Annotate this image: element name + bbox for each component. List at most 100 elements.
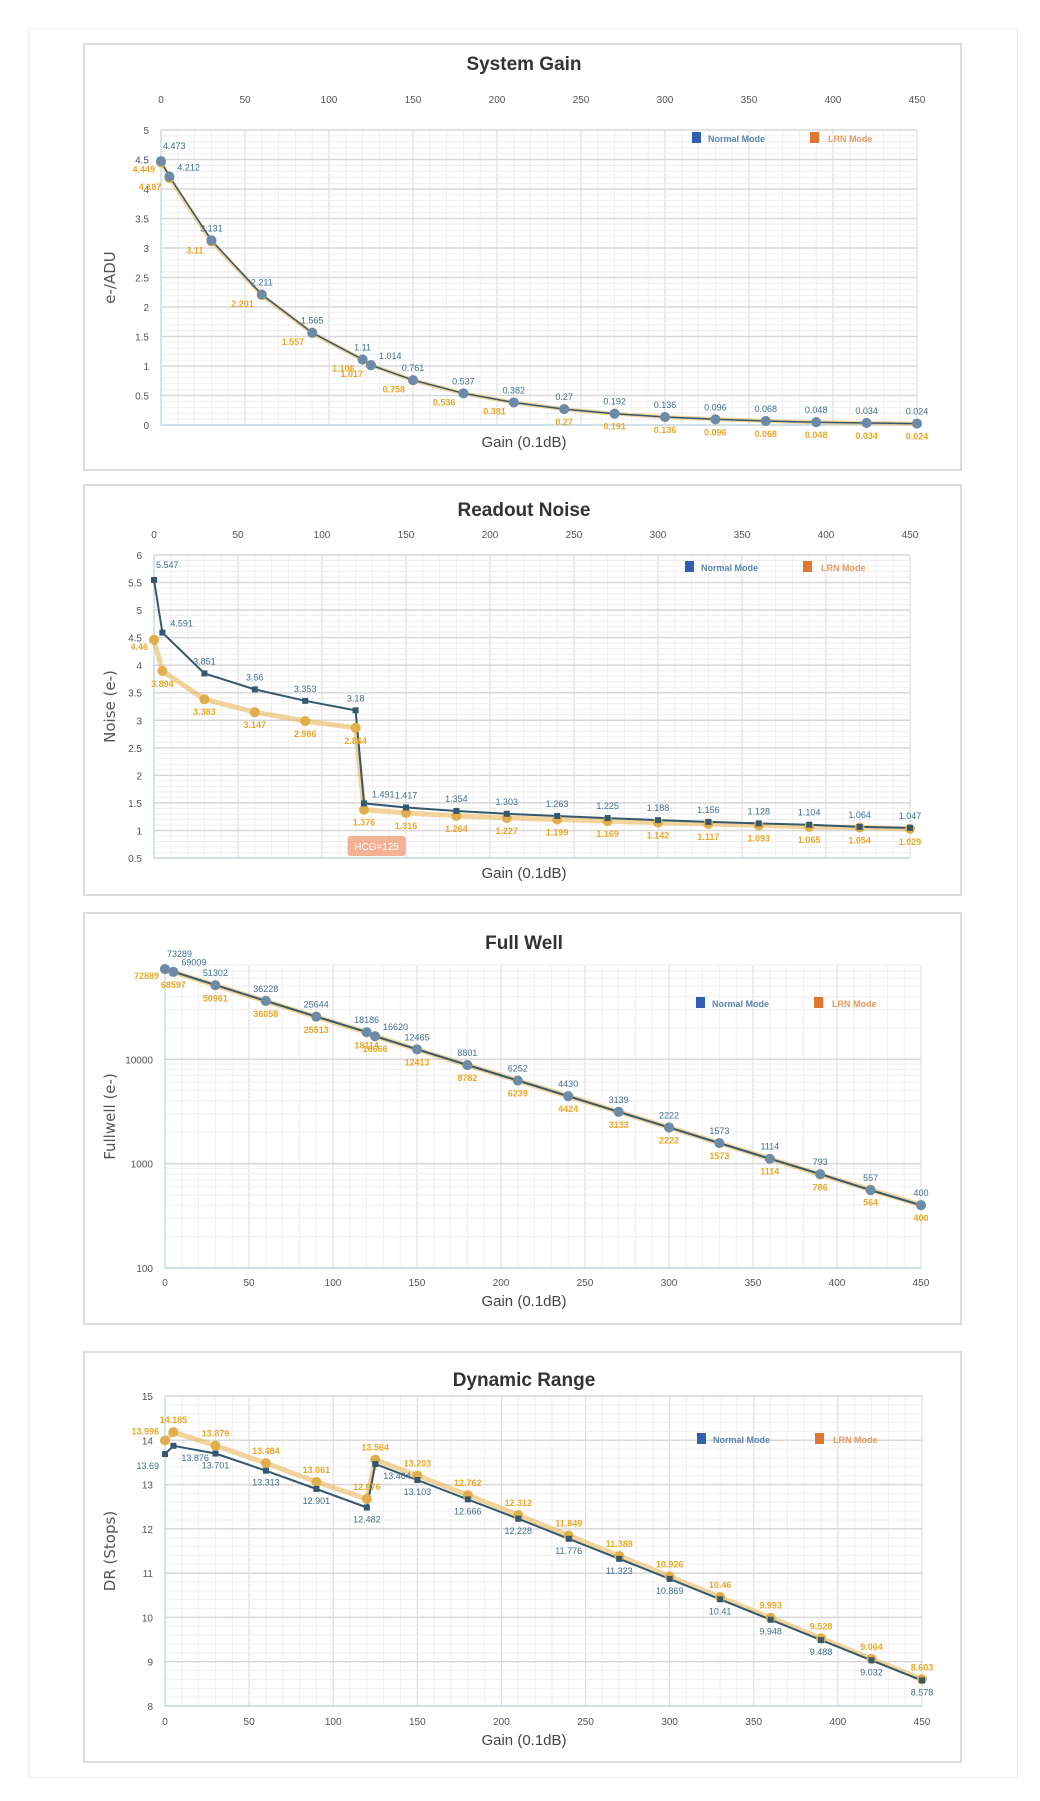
chart-full-well: Full Well 0 50 100 150 200 250 300 350 400 450 100 1… (83, 912, 962, 1325)
chart-title: Full Well (485, 933, 563, 954)
data-label-lrn: 50961 (203, 993, 228, 1003)
data-label-normal: 3.131 (200, 223, 223, 233)
point-normal (201, 670, 208, 677)
y-tick-label: 100 (136, 1264, 153, 1275)
data-label-lrn: 0.024 (906, 432, 929, 442)
data-label-lrn: 3133 (609, 1120, 629, 1130)
point-lrn (401, 808, 411, 819)
chart-system-gain: System Gain 0 50 100 150 200 250 300 350 400 450 0 0… (83, 43, 962, 471)
point-normal (705, 818, 712, 825)
y-tick-label: 4 (136, 661, 142, 672)
data-label-normal: 11.323 (606, 1566, 633, 1576)
data-label-normal: 0.048 (805, 405, 828, 415)
legend-label-lrn: LRN Mode (828, 134, 873, 144)
point-normal (262, 1467, 269, 1474)
y-tick-label: 13 (142, 1481, 154, 1492)
y-tick-label: 0.5 (128, 854, 142, 865)
y-axis-title: e-/ADU (101, 251, 119, 304)
data-label-lrn: 400 (913, 1213, 928, 1223)
point-normal (168, 966, 179, 977)
data-label-normal: 2.211 (251, 278, 273, 288)
x-tick-label: 250 (577, 1717, 594, 1728)
data-label-lrn: 3.383 (193, 707, 216, 717)
point-normal (311, 1011, 322, 1022)
data-label-normal: 5.547 (156, 560, 179, 570)
data-label-lrn: 8782 (457, 1073, 477, 1083)
legend-label-normal: Normal Mode (712, 999, 769, 1009)
point-normal (357, 354, 368, 365)
data-label-lrn: 1.199 (546, 827, 569, 837)
y-tick-label: 9 (147, 1658, 153, 1669)
x-tick-label: 150 (409, 1278, 426, 1289)
data-label-normal: 4.591 (170, 619, 193, 629)
x-tick-label: 200 (493, 1278, 510, 1289)
point-lrn (300, 716, 311, 727)
data-label-normal: 10.869 (656, 1586, 684, 1596)
data-label-lrn: 1.093 (748, 833, 771, 843)
data-label-lrn: 13.061 (303, 1465, 331, 1475)
data-label-lrn: 3.894 (151, 679, 174, 689)
data-label-lrn: 1.117 (697, 832, 719, 842)
data-label-normal: 36228 (253, 984, 278, 994)
grid (164, 1395, 923, 1707)
y-tick-label: 0.5 (135, 392, 149, 403)
point-normal (414, 1477, 421, 1484)
legend-swatch-lrn (810, 132, 819, 143)
series-line-lrn (163, 1429, 923, 1682)
data-label-lrn: 1.054 (848, 835, 871, 845)
y-tick-label: 3.5 (128, 689, 142, 700)
x-tick-label: 350 (745, 1278, 762, 1289)
data-label-lrn: 1.557 (282, 337, 305, 347)
point-normal (767, 1616, 774, 1623)
chart-title: Readout Noise (457, 500, 590, 521)
x-tick-label: 150 (409, 1717, 426, 1728)
data-label-normal: 1114 (760, 1142, 779, 1152)
data-label-lrn: 1.264 (445, 824, 468, 834)
data-label-lrn: 4.187 (139, 182, 162, 192)
data-label-normal: 73289 (167, 949, 192, 959)
data-label-normal: 9.032 (860, 1667, 883, 1677)
y-tick-label: 2 (143, 303, 149, 314)
point-normal (307, 327, 318, 338)
point-normal (655, 817, 661, 824)
data-label-lrn: 2.986 (294, 729, 317, 739)
point-normal (370, 1031, 380, 1042)
data-label-normal: 0.382 (503, 385, 526, 395)
x-tick-label: 100 (321, 95, 338, 106)
data-label-lrn: 1.169 (596, 829, 619, 839)
data-label-normal: 0.068 (755, 404, 778, 414)
data-label-lrn: 1.227 (496, 826, 519, 836)
x-tick-label: 50 (239, 95, 251, 106)
y-tick-label: 8 (147, 1702, 153, 1713)
x-tick-label: 100 (314, 530, 331, 541)
data-label-normal: 4.212 (177, 162, 200, 172)
point-normal (458, 388, 469, 399)
point-normal (717, 1596, 724, 1603)
point-normal (156, 156, 166, 167)
point-normal (666, 1575, 673, 1582)
data-label-lrn: 9.528 (810, 1621, 833, 1631)
legend-label-normal: Normal Mode (701, 563, 758, 573)
x-tick-label: 100 (325, 1278, 342, 1289)
data-label-lrn: 10.926 (656, 1559, 684, 1569)
data-label-normal: 0.537 (452, 376, 475, 386)
grid (164, 964, 922, 1269)
point-normal (464, 1496, 471, 1503)
x-tick-label: 350 (745, 1717, 762, 1728)
data-label-lrn: 3.11 (186, 246, 203, 256)
point-normal (403, 804, 409, 811)
point-normal (462, 1060, 473, 1071)
data-label-lrn: 0.068 (755, 429, 778, 439)
x-tick-label: 200 (489, 95, 506, 106)
data-label-lrn: 0.758 (382, 384, 405, 394)
data-label-lrn: 12.676 (353, 1482, 381, 1492)
x-tick-label: 200 (493, 1717, 510, 1728)
data-label-normal: 9.488 (810, 1647, 833, 1657)
data-label-lrn: 4.46 (130, 642, 148, 652)
data-label-normal: 1.11 (354, 343, 371, 353)
point-normal (170, 1442, 177, 1449)
point-lrn (168, 1427, 179, 1438)
point-normal (408, 375, 418, 386)
data-label-normal: 0.761 (402, 363, 425, 373)
legend-label-lrn: LRN Mode (832, 999, 877, 1009)
